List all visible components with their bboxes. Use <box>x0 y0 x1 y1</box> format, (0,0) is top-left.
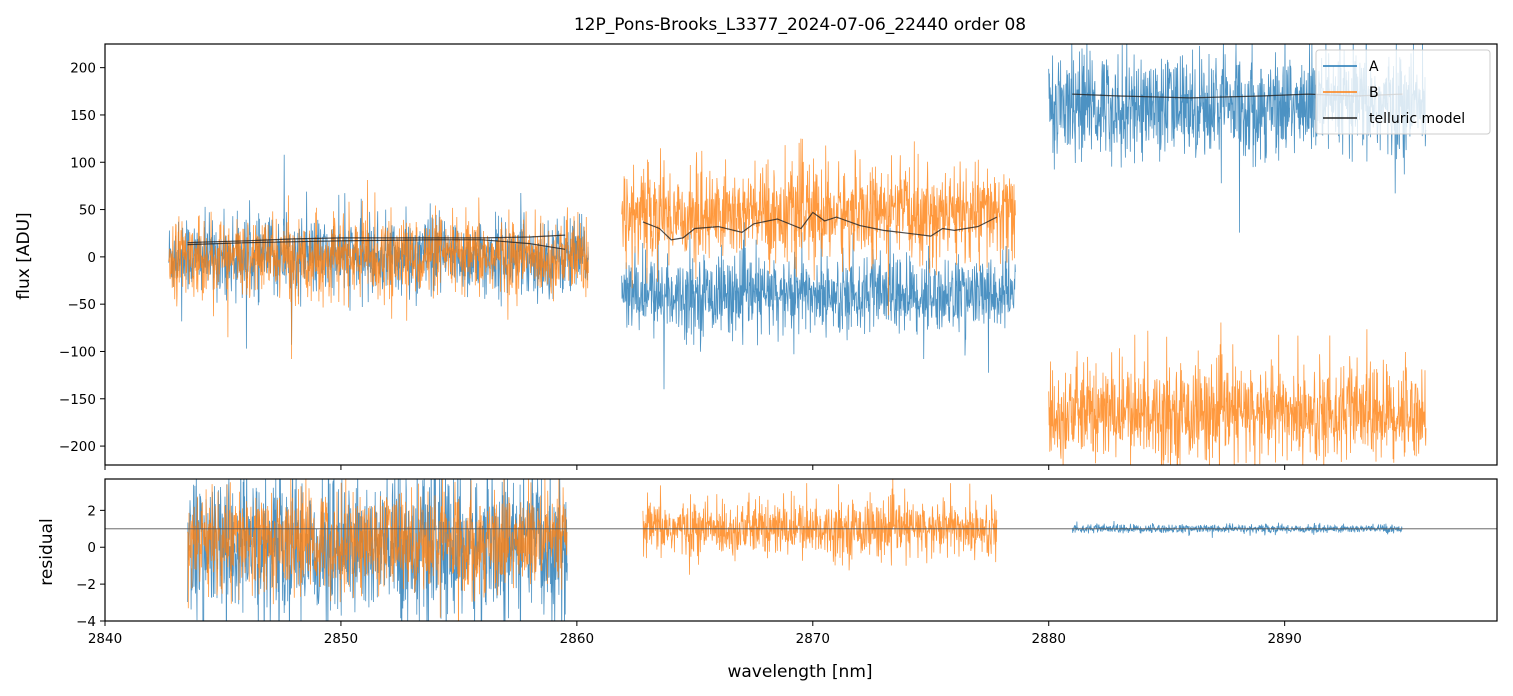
y-tick-label: −2 <box>76 577 96 593</box>
residual-panel: 2 0 −2 −4 2840 2850 2860 2870 2880 2890 residual… <box>37 478 1498 682</box>
residual-a-segment <box>1071 520 1403 538</box>
residual-x-ticks: 2840 2850 2860 2870 2880 2890 <box>88 621 1302 647</box>
telluric-model-line <box>187 234 566 244</box>
flux-x-ticks <box>104 465 1286 470</box>
y-tick-label: 150 <box>70 108 96 124</box>
series-b-segment <box>1048 322 1427 465</box>
flux-y-axis-label: flux [ADU] <box>14 212 34 299</box>
y-tick-label: −150 <box>59 392 96 408</box>
residual-b-segment <box>187 479 568 621</box>
legend-box <box>1315 49 1491 135</box>
x-tick-label: 2870 <box>796 631 830 647</box>
y-tick-label: −4 <box>76 614 96 630</box>
residual-a-segment <box>187 479 568 621</box>
flux-y-ticks: 200 150 100 50 0 −50 −100 −150 −200 <box>59 61 105 455</box>
legend-label-a: A <box>1369 59 1379 75</box>
x-tick-label: 2890 <box>1267 631 1301 647</box>
x-tick-label: 2880 <box>1032 631 1066 647</box>
residual-plot-area <box>105 479 1497 621</box>
x-axis-label: wavelength [nm] <box>727 662 872 682</box>
y-tick-label: 0 <box>87 540 96 556</box>
telluric-model-line <box>642 211 998 241</box>
residual-b-segment <box>642 479 998 575</box>
x-tick-label: 2840 <box>88 631 122 647</box>
y-tick-label: 50 <box>79 203 96 219</box>
telluric-model-line <box>187 239 566 250</box>
series-b-segment <box>621 138 1016 316</box>
y-tick-label: −200 <box>59 439 96 455</box>
y-tick-label: −50 <box>68 297 97 313</box>
y-tick-label: 100 <box>70 155 96 171</box>
legend-label-b: B <box>1369 85 1379 101</box>
residual-y-ticks: 2 0 −2 −4 <box>76 503 105 630</box>
residual-y-axis-label: residual <box>37 518 57 585</box>
series-a-segment <box>621 222 1016 390</box>
series-a-segment <box>168 154 589 349</box>
y-tick-label: −100 <box>59 344 96 360</box>
residual-axes-frame <box>104 478 1498 622</box>
legend: A B telluric model <box>1315 49 1491 135</box>
series-b-segment <box>168 179 589 360</box>
chart-title: 12P_Pons-Brooks_L3377_2024-07-06_22440 o… <box>574 15 1026 35</box>
flux-plot-area <box>168 44 1427 465</box>
y-tick-label: 200 <box>70 61 96 77</box>
x-tick-label: 2860 <box>560 631 594 647</box>
y-tick-label: 2 <box>87 503 96 519</box>
legend-label-model: telluric model <box>1369 111 1465 127</box>
y-tick-label: 0 <box>87 250 96 266</box>
flux-panel: 200 150 100 50 0 −50 −100 −150 −200 flux [ADU] A… <box>14 43 1498 470</box>
flux-axes-frame <box>104 43 1498 466</box>
x-tick-label: 2850 <box>324 631 358 647</box>
